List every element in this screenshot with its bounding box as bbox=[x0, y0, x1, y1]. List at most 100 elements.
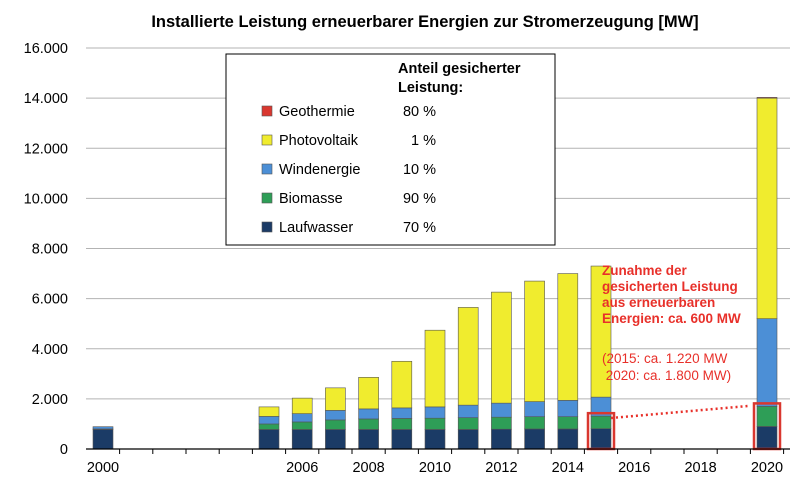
y-tick-label: 14.000 bbox=[24, 91, 68, 107]
bar-segment-windenergie-2006 bbox=[291, 413, 313, 423]
y-tick-label: 0 bbox=[60, 442, 68, 458]
bar-segment-windenergie-2000 bbox=[92, 426, 114, 430]
annotation-line-5: (2015: ca. 1.220 MW bbox=[602, 351, 728, 366]
bar-segment-windenergie-2014 bbox=[557, 400, 579, 417]
bar-segment-biomasse-2010 bbox=[424, 417, 446, 430]
bar-segment-photovoltaik-2020 bbox=[756, 97, 778, 319]
x-tick-label: 2018 bbox=[684, 460, 716, 476]
annotation-line-3: aus erneuerbaren bbox=[602, 295, 715, 310]
bar-segment-biomasse-2014 bbox=[557, 416, 579, 430]
bar-segment-laufwasser-2013 bbox=[524, 428, 545, 450]
bar-segment-biomasse-2008 bbox=[358, 418, 379, 430]
x-axis bbox=[86, 448, 790, 454]
bar-segment-laufwasser-2000 bbox=[92, 429, 114, 450]
bar-segment-laufwasser-2009 bbox=[391, 429, 413, 450]
x-axis-tick-labels: 2000 2006 2008 2010 2012 2014 2016 2018 2020 bbox=[87, 460, 783, 476]
bar-segment-photovoltaik-2014 bbox=[557, 273, 579, 401]
bar-segment-biomasse-2009 bbox=[391, 418, 413, 430]
bar-segment-windenergie-2013 bbox=[524, 401, 545, 417]
bar-segment-laufwasser-2014 bbox=[557, 428, 579, 450]
legend-label: Windenergie bbox=[279, 162, 360, 178]
legend-box bbox=[225, 53, 556, 246]
legend-swatch bbox=[261, 192, 273, 204]
legend: Anteil gesicherter Leistung: Geothermie 8… bbox=[225, 53, 556, 246]
legend-share: 10 % bbox=[403, 162, 436, 178]
bar-segment-photovoltaik-2007 bbox=[325, 387, 346, 411]
bar-segment-photovoltaik-2015 bbox=[590, 265, 612, 398]
x-tick-label: 2010 bbox=[419, 460, 451, 476]
bar-segment-windenergie-2010 bbox=[424, 406, 446, 419]
y-tick-label: 8.000 bbox=[32, 242, 68, 258]
bar-segment-laufwasser-2012 bbox=[491, 428, 512, 450]
legend-label: Photovoltaik bbox=[279, 133, 359, 149]
bar-segment-laufwasser-2015 bbox=[590, 428, 612, 450]
x-tick-label: 2008 bbox=[352, 460, 384, 476]
bar-segment-windenergie-2011 bbox=[457, 404, 479, 418]
bar-segment-windenergie-2020 bbox=[756, 318, 778, 407]
bar-segment-biomasse-2011 bbox=[457, 417, 479, 430]
legend-share: 90 % bbox=[403, 191, 436, 207]
y-tick-label: 2.000 bbox=[32, 392, 68, 408]
bar-segment-biomasse-2007 bbox=[325, 419, 346, 430]
legend-swatch bbox=[261, 221, 273, 233]
bar-segment-biomasse-2020 bbox=[756, 406, 778, 427]
x-tick-label: 2014 bbox=[552, 460, 584, 476]
bar-segment-photovoltaik-2010 bbox=[424, 329, 446, 408]
bar-segment-laufwasser-2005 bbox=[258, 429, 280, 450]
annotation: Zunahme der gesicherten Leistung aus ern… bbox=[602, 263, 749, 420]
bar-segment-geothermie-2020 bbox=[756, 97, 778, 99]
bar-segment-laufwasser-2007 bbox=[325, 429, 346, 450]
legend-label: Geothermie bbox=[279, 104, 355, 120]
annotation-dotted-line bbox=[610, 404, 749, 420]
x-tick-label: 2012 bbox=[485, 460, 517, 476]
bar-segment-photovoltaik-2008 bbox=[358, 377, 379, 410]
y-tick-label: 16.000 bbox=[24, 41, 68, 57]
legend-share: 1 % bbox=[411, 133, 436, 149]
bar-segment-biomasse-2005 bbox=[258, 423, 280, 430]
legend-swatch bbox=[261, 105, 273, 117]
bar-segment-biomasse-2015 bbox=[590, 415, 612, 429]
bar-segment-laufwasser-2006 bbox=[291, 429, 313, 450]
bar-segment-windenergie-2008 bbox=[358, 408, 379, 420]
annotation-line-4: Energien: ca. 600 MW bbox=[602, 311, 741, 326]
x-tick-label: 2000 bbox=[87, 460, 119, 476]
bar-segment-biomasse-2012 bbox=[491, 416, 512, 430]
stacked-bars bbox=[92, 97, 778, 450]
legend-label: Laufwasser bbox=[279, 220, 353, 236]
bar-segment-windenergie-2007 bbox=[325, 410, 346, 421]
annotation-line-1: Zunahme der bbox=[602, 263, 688, 278]
annotation-line-6: 2020: ca. 1.800 MW) bbox=[602, 368, 731, 383]
highlight-boxes bbox=[586, 402, 782, 451]
bar-segment-photovoltaik-2013 bbox=[524, 280, 545, 402]
annotation-line-2: gesicherten Leistung bbox=[602, 279, 738, 294]
bar-segment-windenergie-2009 bbox=[391, 407, 413, 419]
y-tick-label: 6.000 bbox=[32, 292, 68, 308]
legend-entries: Geothermie 80 % Photovoltaik 1 % Windenergie… bbox=[261, 104, 436, 236]
y-tick-label: 4.000 bbox=[32, 342, 68, 358]
legend-swatch bbox=[261, 134, 273, 146]
bar-segment-photovoltaik-2009 bbox=[391, 360, 413, 409]
chart-title: Installierte Leistung erneuerbarer Energ… bbox=[151, 13, 698, 31]
bar-segment-laufwasser-2020 bbox=[756, 426, 778, 450]
bar-segment-biomasse-2013 bbox=[524, 416, 545, 430]
legend-header-line-1: Anteil gesicherter bbox=[398, 61, 521, 77]
bar-segment-laufwasser-2010 bbox=[424, 429, 446, 450]
bar-segment-photovoltaik-2012 bbox=[491, 291, 512, 404]
bar-segment-photovoltaik-2005 bbox=[258, 406, 280, 417]
bar-segment-biomasse-2006 bbox=[291, 421, 313, 430]
y-axis-tick-labels: 0 2.000 4.000 6.000 8.000 10.000 12.000 14.000 1… bbox=[24, 41, 68, 458]
legend-header-line-2: Leistung: bbox=[398, 80, 463, 96]
x-tick-label: 2020 bbox=[751, 460, 783, 476]
bar-segment-photovoltaik-2011 bbox=[457, 307, 479, 406]
bar-segment-photovoltaik-2006 bbox=[291, 397, 313, 414]
y-tick-label: 10.000 bbox=[24, 191, 68, 207]
bar-segment-laufwasser-2008 bbox=[358, 429, 379, 450]
bar-segment-laufwasser-2011 bbox=[457, 429, 479, 450]
x-tick-label: 2006 bbox=[286, 460, 318, 476]
y-tick-label: 12.000 bbox=[24, 141, 68, 157]
bar-segment-windenergie-2012 bbox=[491, 402, 512, 418]
legend-label: Biomasse bbox=[279, 191, 343, 207]
legend-share: 80 % bbox=[403, 104, 436, 120]
bar-segment-windenergie-2005 bbox=[258, 416, 280, 425]
